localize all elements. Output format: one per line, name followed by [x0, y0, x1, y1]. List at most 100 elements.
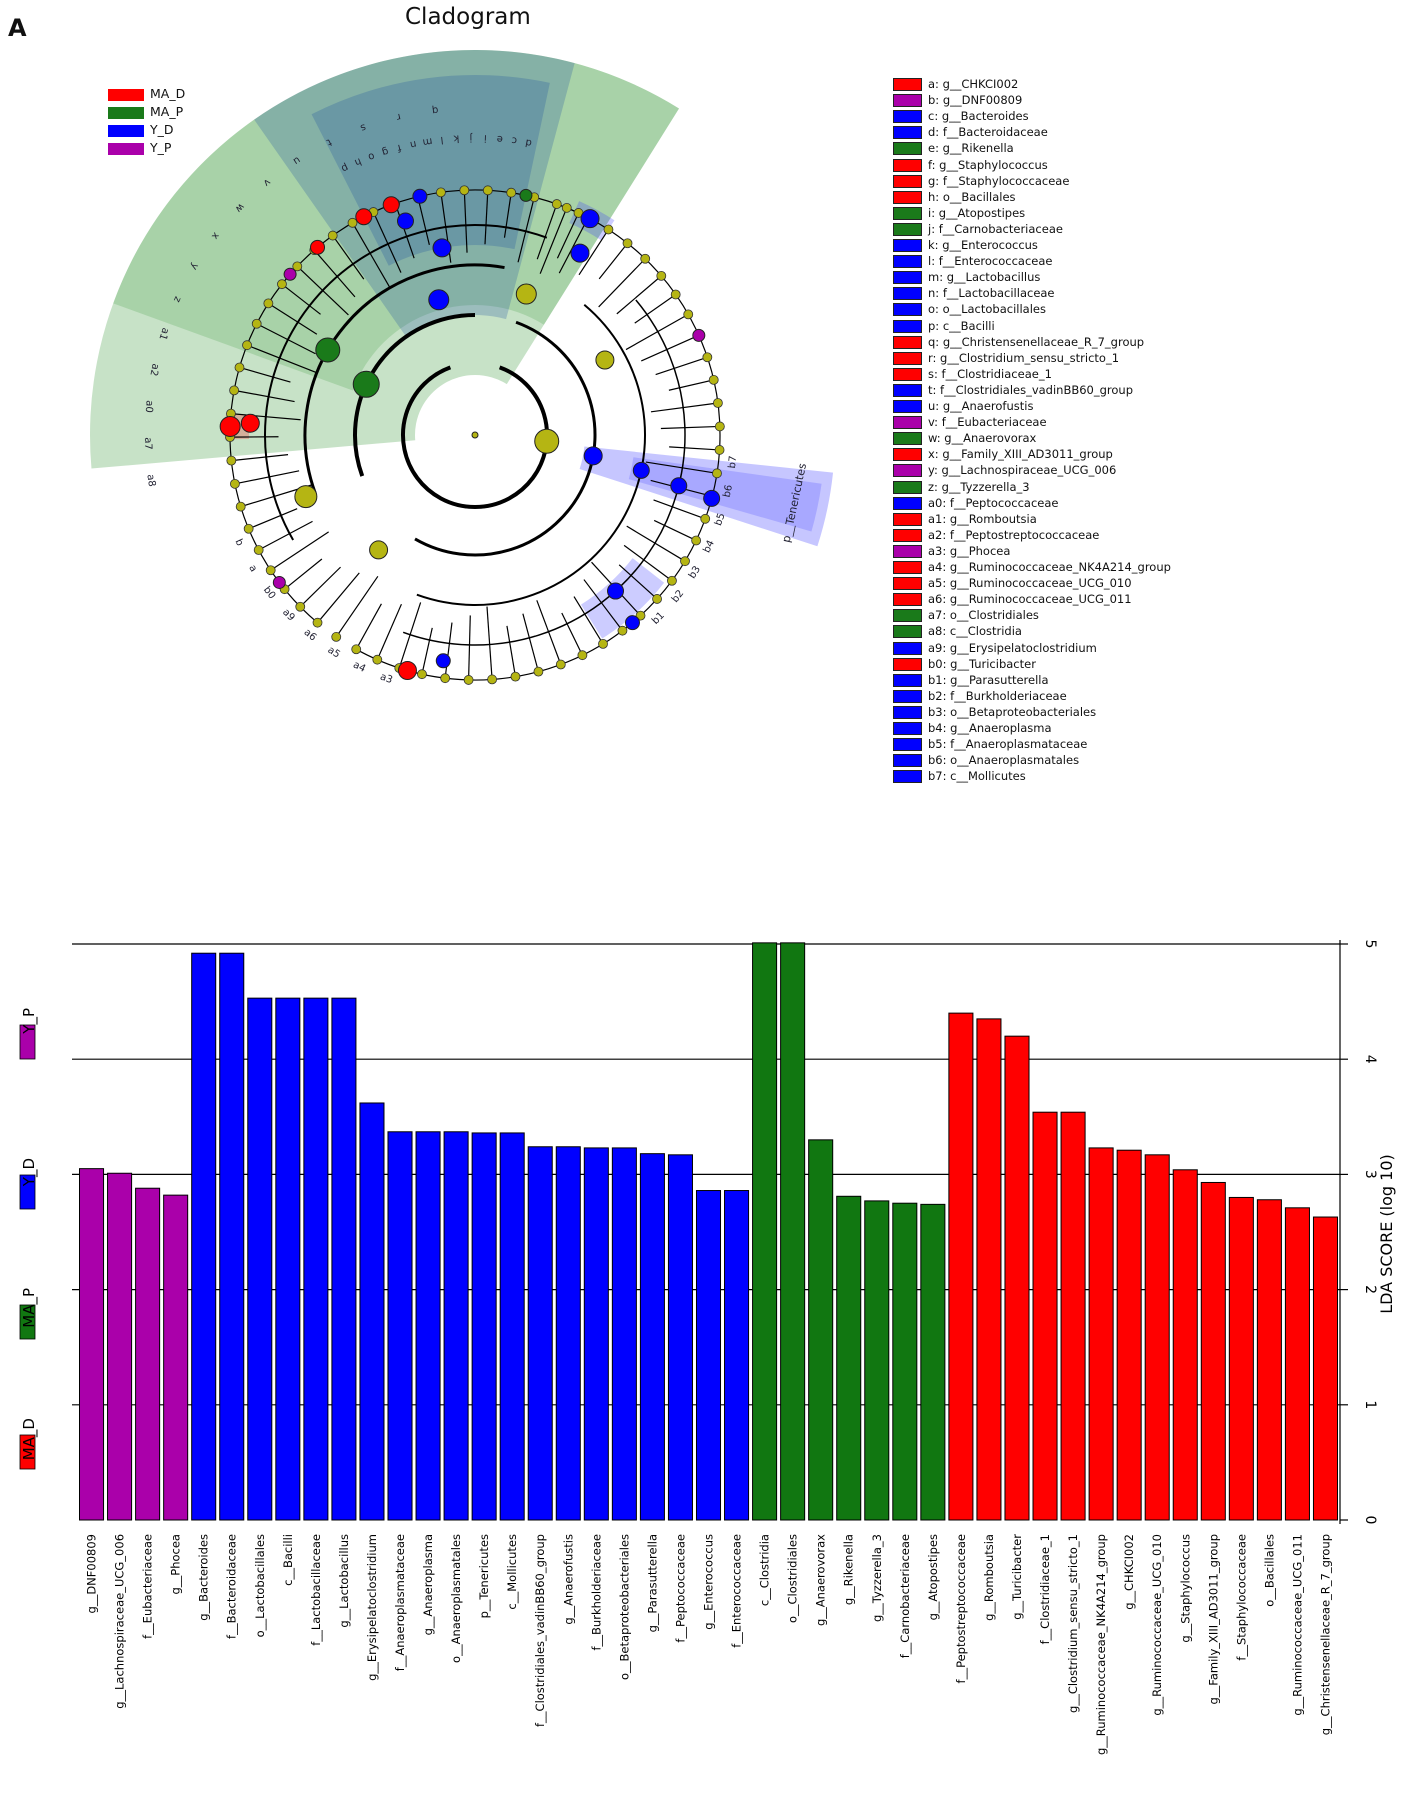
cladogram-branch	[372, 211, 402, 273]
bar-o-betaproteobacteriales	[611, 1147, 637, 1521]
cladogram-branch	[641, 334, 700, 362]
bar-f-bacteroidaceae	[219, 952, 245, 1521]
clade-label-a9: a9	[280, 607, 297, 624]
bar-f-clostridiaceae-1	[1032, 1111, 1058, 1521]
legend-swatch	[893, 544, 922, 558]
legend-swatch	[893, 754, 922, 768]
bar-f-staphylococcaceae	[1228, 1196, 1254, 1521]
cladogram-node-anaeroplasmatales-node	[632, 461, 650, 479]
group-legend-label: Y_P	[150, 140, 172, 155]
x-tick-label: g__Romboutsia	[982, 1534, 996, 1621]
cladogram-legend-item: f: g__Staphylococcus	[893, 158, 1048, 173]
cladogram-legend-item: m: g__Lactobacillus	[893, 270, 1040, 285]
group-legend-ma-d: MA_D	[108, 86, 185, 101]
cladogram-node-lactobacillales-node	[432, 238, 452, 258]
cladogram-node-dnf00809-node	[692, 328, 706, 342]
legend-swatch	[893, 496, 922, 510]
legend-label: q: g__Christensenellaceae_R_7_group	[928, 334, 1145, 349]
legend-swatch	[893, 641, 922, 655]
legend-label: l: f__Enterococcaceae	[928, 254, 1053, 269]
cladogram-branch	[517, 197, 535, 263]
legend-label: d: f__Bacteroidaceae	[928, 125, 1048, 140]
clade-label-j: j	[469, 132, 473, 143]
cladogram-legend-item: c: g__Bacteroides	[893, 109, 1029, 124]
cladogram-legend-item: a0: f__Peptococcaceae	[893, 496, 1058, 511]
legend-swatch	[893, 770, 922, 784]
legend-swatch	[893, 480, 922, 494]
legend-label: a3: g__Phocea	[928, 543, 1011, 558]
cladogram-legend-item: i: g__Atopostipes	[893, 206, 1025, 221]
legend-label: b7: c__Mollicutes	[928, 769, 1026, 784]
group-legend-swatch	[108, 124, 144, 137]
legend-label: b5: f__Anaeroplasmataceae	[928, 737, 1088, 752]
cladogram-legend-item: z: g__Tyzzerella_3	[893, 480, 1030, 495]
legend-swatch-ma-p	[19, 1304, 36, 1340]
cladogram-node-phylum-node	[534, 428, 560, 454]
legend-label: b3: o__Betaproteobacteriales	[928, 704, 1097, 719]
cladogram-branch	[486, 606, 493, 680]
cladogram-legend-item: w: g__Anaerovorax	[893, 431, 1036, 446]
clade-label-p: p	[339, 161, 350, 174]
cladogram-legend-item: t: f__Clostridiales_vadinBB60_group	[893, 383, 1133, 398]
bar-o-anaeroplasmatales	[443, 1131, 469, 1521]
clade-label-b5: b5	[713, 512, 728, 528]
cladogram-leaf-node	[691, 535, 702, 546]
legend-swatch	[893, 367, 922, 381]
cladogram-leaf-node	[561, 202, 572, 213]
cladogram-leaf-node	[263, 298, 274, 309]
cladogram-node-bacillales-node	[382, 196, 400, 214]
bar-f-clostridiales-vadinbb60-group	[527, 1146, 553, 1521]
cladogram-branch	[444, 622, 453, 679]
cladogram-leaf-node	[463, 675, 474, 685]
group-legend-swatch	[108, 142, 144, 155]
cladogram-arc	[264, 224, 548, 541]
cladogram-leaf-node	[243, 523, 254, 534]
bar-f-burkholderiaceae	[583, 1147, 609, 1521]
x-tick-label: o__Bacillales	[1262, 1534, 1276, 1607]
legend-swatch-ma-d	[19, 1434, 36, 1470]
bar-g-tyzzerella-3	[864, 1200, 890, 1521]
x-tick-label: c__Mollicutes	[505, 1534, 519, 1610]
cladogram-legend-item: b0: g__Turicibacter	[893, 657, 1036, 672]
legend-label: b: g__DNF00809	[928, 93, 1023, 108]
cladogram-legend-item: j: f__Carnobacteriaceae	[893, 222, 1063, 237]
x-tick-label: g__Ruminococcaceae_UCG_010	[1150, 1534, 1164, 1716]
cladogram-leaf-node	[533, 666, 544, 677]
clade-label-a6: a6	[302, 627, 319, 643]
cladogram-branch	[650, 402, 718, 413]
cladogram-branch	[522, 613, 539, 672]
cladogram-node-phocea-node	[272, 575, 286, 589]
cladogram-leaf-node	[635, 610, 646, 621]
clade-label-y: y	[188, 261, 201, 272]
cladogram-branch	[231, 454, 289, 462]
cladogram-branch	[536, 600, 562, 665]
cladogram-leaf-node	[551, 199, 562, 209]
cladogram-legend-item: a5: g__Ruminococcaceae_UCG_010	[893, 576, 1132, 591]
clade-label-k: k	[453, 132, 460, 143]
cladogram-leaf-node	[347, 217, 358, 228]
x-tick-label: o__Lactobacillales	[253, 1534, 267, 1637]
bar-f-carnobacteriaceae	[892, 1202, 918, 1521]
cladogram-node-bacilli-node	[428, 289, 450, 311]
cladogram-branch	[625, 313, 689, 351]
cladogram-branch	[234, 470, 300, 485]
cladogram-branch	[668, 379, 714, 391]
bar-g-anaerofustis	[555, 1146, 581, 1521]
cladogram-branch	[281, 283, 321, 315]
y-tick-label: 4	[1362, 1055, 1378, 1064]
bar-g-ruminococcaceae-ucg-011	[1284, 1207, 1310, 1521]
clade-label-g: g	[380, 145, 389, 157]
cladogram-legend-item: d: f__Bacteroidaceae	[893, 125, 1048, 140]
cladogram-leaf-node	[712, 468, 722, 479]
legend-label: p: c__Bacilli	[928, 318, 995, 333]
cladogram-branch	[626, 525, 686, 562]
group-legend-label: MA_D	[150, 86, 186, 101]
legend-swatch	[893, 593, 922, 607]
x-tick-label: g__Anaerovorax	[814, 1534, 828, 1626]
legend-swatch	[893, 528, 922, 542]
legend-swatch	[893, 222, 922, 236]
cladogram-legend-item: q: g__Christensenellaceae_R_7_group	[893, 335, 1144, 350]
x-tick-label: g__Staphylococcus	[1178, 1534, 1192, 1643]
x-tick-label: g__DNF00809	[85, 1534, 99, 1613]
